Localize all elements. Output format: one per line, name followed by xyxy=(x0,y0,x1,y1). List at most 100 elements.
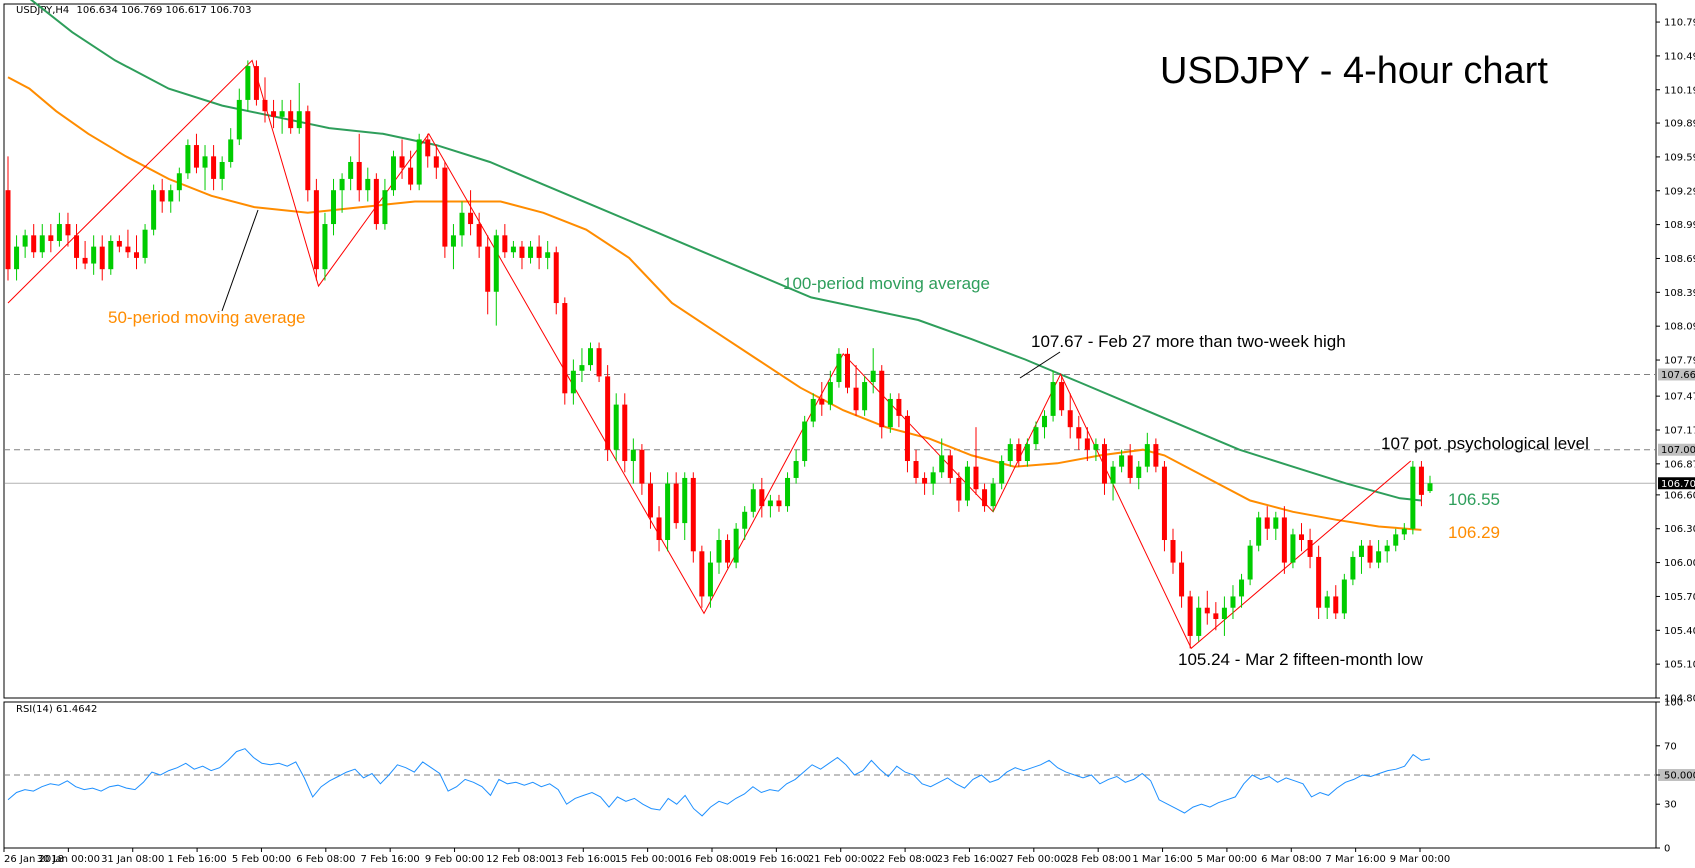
y-tick-label: 106.875 xyxy=(1664,459,1695,470)
candle-body xyxy=(767,500,773,507)
candle-body xyxy=(1136,466,1142,478)
ma50-value-label: 106.29 xyxy=(1448,523,1500,542)
price-label-box xyxy=(1658,477,1695,490)
candle-body xyxy=(22,235,28,247)
candle-body xyxy=(613,404,619,450)
ma50-pointer xyxy=(221,209,259,312)
ma100-line xyxy=(29,0,1422,502)
candle-body xyxy=(1367,545,1373,563)
candle-body xyxy=(1187,596,1193,636)
candle-body xyxy=(1119,455,1125,467)
candle-body xyxy=(176,173,182,191)
candle-body xyxy=(313,190,319,270)
y-tick-label: 106.600 xyxy=(1664,490,1695,501)
candle-body xyxy=(639,449,645,484)
candle-body xyxy=(716,540,722,563)
candle-body xyxy=(382,190,388,225)
x-tick-label: 13 Feb 16:00 xyxy=(550,854,616,865)
candle-body xyxy=(725,540,731,563)
candle-body xyxy=(836,353,842,383)
zigzag-line xyxy=(7,59,1412,650)
candle-body xyxy=(733,528,739,563)
candle-body xyxy=(528,246,534,258)
x-tick-label: 26 Jan 2018 xyxy=(4,854,64,865)
candle-body xyxy=(1358,545,1364,557)
candle-body xyxy=(947,455,953,478)
candle-body xyxy=(510,246,516,253)
candle-body xyxy=(844,353,850,388)
y-tick-label: 110.790 xyxy=(1664,18,1695,29)
candle-body xyxy=(14,246,20,270)
candle-body xyxy=(656,517,662,541)
x-tick-label: 19 Feb 16:00 xyxy=(744,854,810,865)
candle-body xyxy=(982,489,988,507)
x-tick-label: 1 Mar 16:00 xyxy=(1132,854,1192,865)
candle-body xyxy=(1247,545,1253,580)
x-tick-label: 31 Jan 08:00 xyxy=(101,854,164,865)
candle-body xyxy=(1401,528,1407,535)
y-tick-label: 110.490 xyxy=(1664,51,1695,62)
candle-body xyxy=(630,449,636,462)
candle-body xyxy=(870,370,876,383)
y-tick-label: 104.800 xyxy=(1664,694,1695,705)
candle-body xyxy=(553,252,559,304)
rsi-plot xyxy=(4,748,1656,817)
candle-body xyxy=(1230,596,1236,608)
candle-body xyxy=(785,477,791,507)
candle-body xyxy=(1307,540,1313,557)
high-label: 107.67 - Feb 27 more than two-week high xyxy=(1031,332,1346,351)
symbol-header: USDJPY,H4 106.634 106.769 106.617 106.70… xyxy=(16,5,251,16)
candle-body xyxy=(973,466,979,490)
x-tick-label: 1 Feb 16:00 xyxy=(167,854,226,865)
candle-body xyxy=(1333,596,1339,614)
candle-body xyxy=(665,483,671,541)
rsi-line xyxy=(7,748,1431,817)
candle-body xyxy=(502,235,508,253)
main-panel-frame xyxy=(3,3,1657,699)
candle-body xyxy=(1256,517,1262,546)
ma100-value-label: 106.55 xyxy=(1448,490,1500,509)
candle-body xyxy=(399,156,405,168)
candle-body xyxy=(707,562,713,597)
candle-body xyxy=(1050,382,1056,416)
x-tick-label: 22 Feb 08:00 xyxy=(872,854,938,865)
candle-body xyxy=(647,483,653,518)
candle-body xyxy=(1299,534,1305,541)
candle-body xyxy=(1324,596,1330,608)
candle-body xyxy=(904,415,910,462)
candle-body xyxy=(750,489,756,512)
candle-body xyxy=(91,246,97,264)
price-label-box xyxy=(1658,443,1695,456)
candle-body xyxy=(990,483,996,507)
candle-body xyxy=(485,246,491,292)
candle-body xyxy=(493,235,499,292)
candle-body xyxy=(185,145,191,174)
x-tick-label: 28 Feb 08:00 xyxy=(1065,854,1131,865)
candle-body xyxy=(913,461,919,478)
candle-body xyxy=(1093,444,1099,450)
candle-body xyxy=(1016,444,1022,462)
candle-body xyxy=(999,461,1005,484)
chart-title: USDJPY - 4-hour chart xyxy=(1160,50,1548,92)
rsi-y-tick-label: 70 xyxy=(1664,741,1677,752)
candle-body xyxy=(31,235,37,253)
candle-body xyxy=(288,111,294,129)
candle-body xyxy=(819,398,825,405)
x-tick-label: 6 Feb 08:00 xyxy=(296,854,355,865)
candle-body xyxy=(879,370,885,428)
candle-body xyxy=(245,66,251,100)
candle-body xyxy=(682,477,688,524)
candle-body xyxy=(5,190,11,270)
candle-body xyxy=(896,398,902,416)
candle-body xyxy=(570,370,576,394)
ma50-line xyxy=(7,76,1422,531)
candle-body xyxy=(605,376,611,450)
candle-body xyxy=(964,466,970,501)
candle-body xyxy=(673,483,679,524)
candle-body xyxy=(1290,534,1296,563)
y-tick-label: 108.095 xyxy=(1664,322,1695,333)
candle-body xyxy=(1393,534,1399,546)
ma50-label: 50-period moving average xyxy=(108,308,306,327)
y-tick-label: 107.475 xyxy=(1664,392,1695,403)
